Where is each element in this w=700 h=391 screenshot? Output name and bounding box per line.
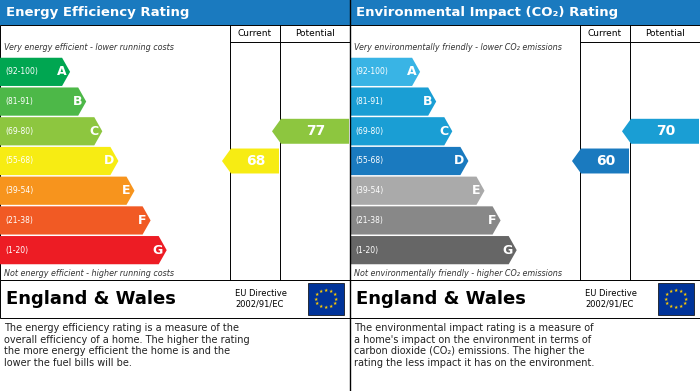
Polygon shape [272, 119, 349, 144]
Text: A: A [407, 65, 416, 78]
Text: ★: ★ [318, 304, 323, 309]
Text: ★: ★ [674, 287, 678, 292]
Text: B: B [73, 95, 82, 108]
Polygon shape [222, 149, 279, 174]
Text: Very energy efficient - lower running costs: Very energy efficient - lower running co… [4, 43, 174, 52]
Text: ★: ★ [334, 296, 338, 301]
Text: (1-20): (1-20) [355, 246, 378, 255]
Text: ★: ★ [315, 301, 319, 306]
Text: G: G [153, 244, 162, 256]
Text: (39-54): (39-54) [355, 186, 384, 195]
Text: 68: 68 [246, 154, 265, 168]
Text: ★: ★ [332, 292, 337, 297]
Polygon shape [0, 206, 150, 235]
Text: (21-38): (21-38) [355, 216, 383, 225]
Text: ★: ★ [674, 305, 678, 310]
Polygon shape [0, 236, 167, 264]
Polygon shape [350, 236, 517, 264]
Text: ★: ★ [324, 305, 328, 310]
Text: (69-80): (69-80) [355, 127, 383, 136]
Text: ★: ★ [682, 301, 687, 306]
Polygon shape [0, 58, 70, 86]
Text: ★: ★ [324, 287, 328, 292]
Polygon shape [0, 147, 118, 175]
Text: The energy efficiency rating is a measure of the
overall efficiency of a home. T: The energy efficiency rating is a measur… [4, 323, 250, 368]
Bar [350, 280, 700, 318]
Polygon shape [350, 177, 484, 205]
Polygon shape [572, 149, 629, 174]
Text: D: D [104, 154, 114, 167]
Text: England & Wales: England & Wales [356, 290, 526, 308]
Text: 70: 70 [656, 124, 675, 138]
Polygon shape [0, 117, 102, 145]
Text: ★: ★ [664, 296, 668, 301]
Text: (92-100): (92-100) [355, 67, 388, 76]
Text: Potential: Potential [295, 29, 335, 38]
Text: (55-68): (55-68) [5, 156, 33, 165]
Text: B: B [423, 95, 432, 108]
Text: ★: ★ [329, 289, 333, 294]
Text: D: D [454, 154, 464, 167]
Text: Energy Efficiency Rating: Energy Efficiency Rating [6, 6, 190, 19]
Text: ★: ★ [315, 292, 319, 297]
Polygon shape [350, 88, 436, 116]
Text: EU Directive
2002/91/EC: EU Directive 2002/91/EC [235, 289, 287, 309]
Text: EU Directive
2002/91/EC: EU Directive 2002/91/EC [585, 289, 637, 309]
Text: Not energy efficient - higher running costs: Not energy efficient - higher running co… [4, 269, 174, 278]
Text: Current: Current [588, 29, 622, 38]
Polygon shape [0, 177, 134, 205]
Polygon shape [622, 119, 699, 144]
Text: Potential: Potential [645, 29, 685, 38]
Text: C: C [439, 125, 448, 138]
Text: (81-91): (81-91) [5, 97, 33, 106]
Text: F: F [138, 214, 146, 227]
Bar [0, 0, 350, 25]
Text: ★: ★ [665, 292, 669, 297]
Text: (69-80): (69-80) [5, 127, 33, 136]
Bar [308, 283, 344, 315]
Text: ★: ★ [668, 289, 673, 294]
Polygon shape [350, 147, 468, 175]
Text: Current: Current [238, 29, 272, 38]
Polygon shape [350, 58, 420, 86]
Text: (92-100): (92-100) [5, 67, 38, 76]
Text: The environmental impact rating is a measure of
a home's impact on the environme: The environmental impact rating is a mea… [354, 323, 594, 368]
Text: E: E [472, 184, 480, 197]
Text: (39-54): (39-54) [5, 186, 34, 195]
Polygon shape [0, 88, 86, 116]
Text: (1-20): (1-20) [5, 246, 28, 255]
Text: F: F [488, 214, 496, 227]
Polygon shape [350, 117, 452, 145]
Bar [350, 25, 700, 280]
Text: ★: ★ [329, 304, 333, 309]
Text: G: G [503, 244, 512, 256]
Text: E: E [122, 184, 130, 197]
Text: 60: 60 [596, 154, 615, 168]
Text: Environmental Impact (CO₂) Rating: Environmental Impact (CO₂) Rating [356, 6, 618, 19]
Text: ★: ★ [332, 301, 337, 306]
Text: ★: ★ [665, 301, 669, 306]
Text: ★: ★ [679, 289, 683, 294]
Text: ★: ★ [682, 292, 687, 297]
Bar [350, 0, 700, 25]
Text: (81-91): (81-91) [355, 97, 383, 106]
Bar [0, 280, 350, 318]
Text: ★: ★ [318, 289, 323, 294]
Text: Not environmentally friendly - higher CO₂ emissions: Not environmentally friendly - higher CO… [354, 269, 562, 278]
Text: (21-38): (21-38) [5, 216, 33, 225]
Text: A: A [57, 65, 66, 78]
Text: ★: ★ [314, 296, 318, 301]
Text: England & Wales: England & Wales [6, 290, 176, 308]
Text: 77: 77 [306, 124, 325, 138]
Text: ★: ★ [684, 296, 688, 301]
Bar [658, 283, 694, 315]
Text: (55-68): (55-68) [355, 156, 383, 165]
Text: ★: ★ [668, 304, 673, 309]
Text: ★: ★ [679, 304, 683, 309]
Bar [0, 25, 350, 280]
Text: C: C [89, 125, 98, 138]
Polygon shape [350, 206, 500, 235]
Text: Very environmentally friendly - lower CO₂ emissions: Very environmentally friendly - lower CO… [354, 43, 562, 52]
